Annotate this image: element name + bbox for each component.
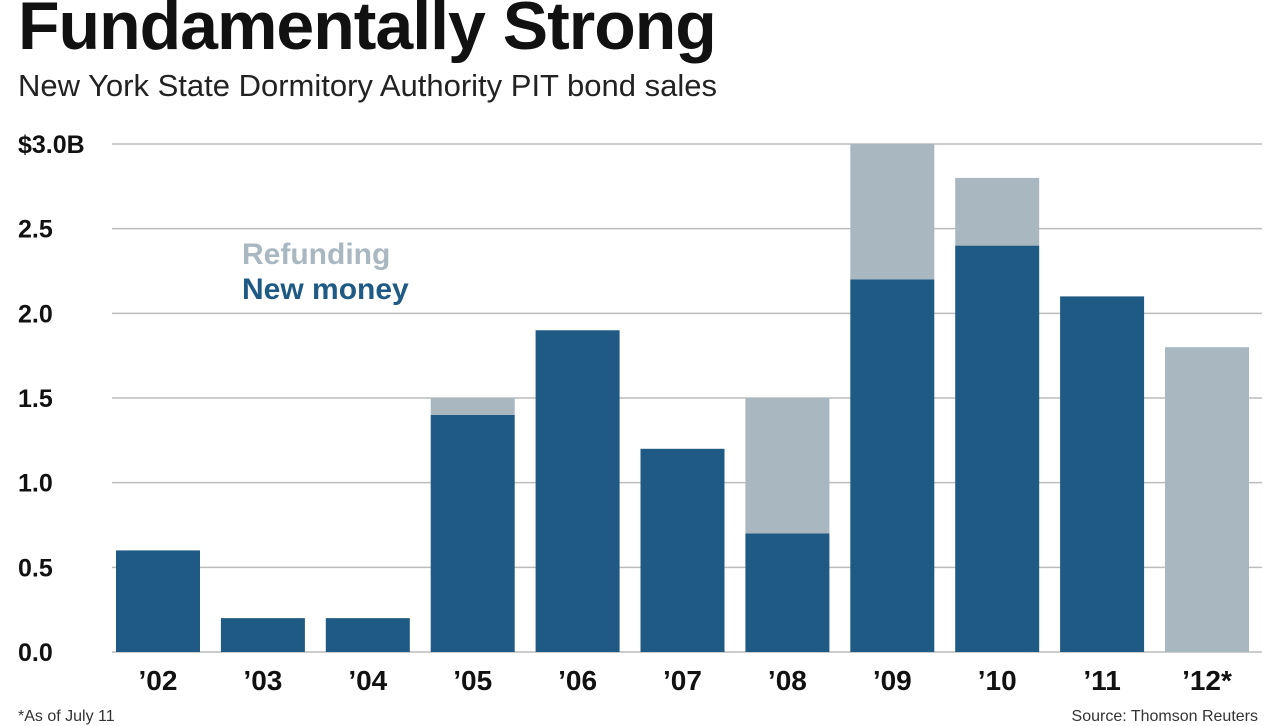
x-tick-label: ’12* (1182, 665, 1232, 696)
bar-new-money (430, 414, 515, 652)
y-tick-label: $3.0B (18, 131, 85, 159)
x-tick-label: ’02 (139, 665, 178, 696)
x-tick-label: ’08 (768, 665, 807, 696)
x-tick-label: ’11 (1083, 665, 1120, 696)
bar-refunding (850, 144, 935, 280)
y-tick-label: 0.5 (18, 554, 53, 582)
bar-refunding (430, 398, 515, 415)
bar-new-money (850, 279, 935, 652)
y-tick-label: 2.5 (18, 216, 53, 244)
x-tick-label: ’09 (873, 665, 912, 696)
x-tick-label: ’05 (453, 665, 492, 696)
footnote: *As of July 11 (18, 708, 115, 725)
bar-refunding (745, 398, 830, 534)
y-tick-label: 1.0 (18, 470, 53, 498)
y-tick-label: 0.0 (18, 639, 53, 667)
x-tick-label: ’03 (243, 665, 282, 696)
legend-refunding: Refunding (242, 238, 390, 271)
source-credit: Source: Thomson Reuters (1071, 708, 1258, 725)
chart-title: Fundamentally Strong (18, 0, 717, 64)
bar-new-money (1060, 296, 1145, 652)
bar-new-money (116, 550, 200, 652)
bar-new-money (640, 448, 725, 652)
bar-new-money (325, 618, 410, 652)
x-tick-label: ’04 (348, 665, 387, 696)
bar-refunding (1165, 347, 1249, 652)
y-tick-label: 1.5 (18, 385, 53, 413)
x-tick-label: ’07 (663, 665, 702, 696)
x-tick-label: ’10 (978, 665, 1017, 696)
y-tick-label: 2.0 (18, 300, 53, 328)
x-tick-label: ’06 (558, 665, 597, 696)
bar-new-money (220, 618, 305, 652)
bar-new-money (535, 330, 620, 652)
bar-refunding (955, 177, 1040, 246)
chart-subtitle: New York State Dormitory Authority PIT b… (18, 68, 717, 103)
bar-new-money (745, 533, 830, 652)
legend-new-money: New money (242, 273, 409, 306)
bar-new-money (955, 245, 1040, 652)
